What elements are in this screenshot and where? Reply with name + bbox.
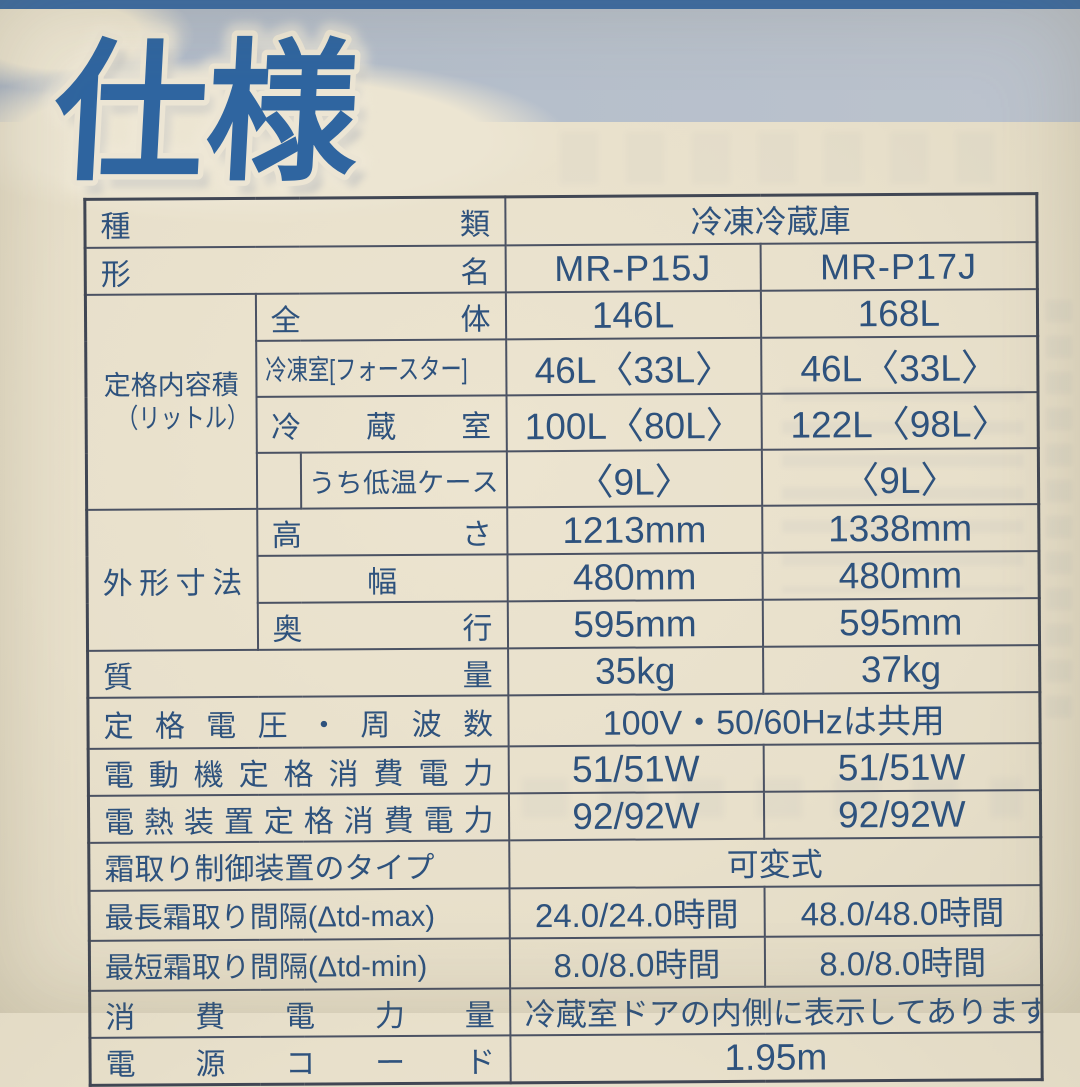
mass-label-cell: 質量 <box>87 648 508 698</box>
capacity-group-line1: 定格内容積 <box>103 370 239 401</box>
header-band <box>0 0 1080 250</box>
capacity-freezer-label-cell: 冷凍室[フォースター] <box>255 339 507 397</box>
mass-label: 質量 <box>103 658 493 695</box>
heater-power-value-2: 92/92W <box>763 790 1041 839</box>
heater-power-label-cell: 電熱装置定格消費電力 <box>88 793 509 843</box>
table-row-defrost-type: 霜取り制御装置のタイプ 可変式 <box>88 837 1042 891</box>
capacity-total-label: 全体 <box>270 302 491 338</box>
capacity-total-label-cell: 全体 <box>255 292 506 341</box>
table-row-voltage: 定格電圧・周波数 100V・50/60Hzは共用 <box>87 692 1041 749</box>
dim-height-label-cell: 高さ <box>256 507 508 556</box>
model-value-1: MR-P15J <box>505 243 761 293</box>
model-value-2: MR-P17J <box>760 242 1038 291</box>
defrost-min-label: 最短霜取り間隔(Δtd-min) <box>104 950 428 985</box>
capacity-total-value-2: 168L <box>760 289 1038 338</box>
kind-value: 冷凍冷蔵庫 <box>504 193 1038 246</box>
defrost-max-label: 最長霜取り間隔(Δtd-max) <box>104 900 436 935</box>
dim-width-label: 幅 <box>367 565 398 599</box>
heater-power-value-1: 92/92W <box>508 791 764 841</box>
capacity-fridge-label: 冷蔵室 <box>271 410 492 445</box>
energy-value: 冷蔵室ドアの内側に表示してあります <box>509 985 1042 1036</box>
page-title: 仕様 仕様 仕様 <box>28 6 398 216</box>
table-row-mass: 質量 35kg 37kg <box>87 645 1040 698</box>
dim-depth-value-2: 595mm <box>762 598 1040 647</box>
lowtemp-indent-cell <box>256 452 301 509</box>
table-row-kind: 種類 冷凍冷蔵庫 <box>84 193 1038 248</box>
energy-label: 消費電力量 <box>105 998 495 1035</box>
defrost-type-label-cell: 霜取り制御装置のタイプ <box>88 840 510 891</box>
capacity-fridge-label-cell: 冷蔵室 <box>256 395 507 453</box>
motor-power-value-1: 51/51W <box>508 744 764 794</box>
voltage-label: 定格電圧・周波数 <box>103 707 494 744</box>
table-row-cord: 電源コード 1.95m <box>89 1032 1043 1086</box>
dim-width-value-1: 480mm <box>507 552 763 602</box>
energy-label-cell: 消費電力量 <box>89 988 510 1038</box>
header-top-strip <box>0 0 1080 9</box>
motor-power-label-cell: 電動機定格消費電力 <box>88 746 509 796</box>
kind-label: 種類 <box>100 208 491 244</box>
motor-power-value-2: 51/51W <box>763 743 1041 792</box>
capacity-lowtemp-label: うち低温ケース <box>308 466 499 499</box>
page-title-shadow: 仕様 <box>59 41 373 211</box>
defrost-max-value-1: 24.0/24.0時間 <box>509 886 765 939</box>
dim-depth-label-cell: 奥行 <box>257 601 508 650</box>
cord-label-cell: 電源コード <box>89 1035 511 1086</box>
model-label: 形名 <box>100 255 491 292</box>
capacity-total-value-1: 146L <box>505 290 761 340</box>
dim-height-label: 高さ <box>271 517 492 553</box>
table-row-model: 形名 MR-P15J MR-P17J <box>85 242 1038 295</box>
cord-label: 電源コード <box>105 1045 496 1082</box>
ghost-text-smudge <box>1046 300 1072 720</box>
capacity-fridge-value-2: 122L〈98L〉 <box>761 392 1039 450</box>
dim-depth-value-1: 595mm <box>507 599 763 649</box>
dim-width-value-2: 480mm <box>762 551 1040 600</box>
capacity-freezer-label: 冷凍室[フォースター] <box>264 353 468 386</box>
capacity-lowtemp-label-cell: うち低温ケース <box>300 451 507 509</box>
model-label-cell: 形名 <box>85 245 506 295</box>
defrost-type-value: 可変式 <box>508 837 1042 889</box>
voltage-value: 100V・50/60Hzは共用 <box>507 692 1041 747</box>
capacity-freezer-value-1: 46L〈33L〉 <box>505 337 762 396</box>
kind-label-cell: 種類 <box>84 196 506 248</box>
spec-table: 種類 冷凍冷蔵庫 形名 MR-P15J MR-P17J 定格内容積 （リットル）… <box>83 192 1044 1087</box>
dim-height-value-2: 1338mm <box>761 504 1040 553</box>
capacity-fridge-value-1: 100L〈80L〉 <box>506 393 762 452</box>
table-row-defrost-max: 最長霜取り間隔(Δtd-max) 24.0/24.0時間 48.0/48.0時間 <box>89 885 1042 941</box>
dim-depth-label: 奥行 <box>272 611 493 647</box>
capacity-group-line2: （リットル） <box>116 402 250 434</box>
defrost-max-value-2: 48.0/48.0時間 <box>764 885 1042 937</box>
heater-power-label: 電熱装置定格消費電力 <box>104 803 494 840</box>
voltage-label-cell: 定格電圧・周波数 <box>87 695 509 749</box>
dimensions-group-cell: 外形寸法 <box>86 508 258 651</box>
band-wave-decoration-left <box>0 0 240 110</box>
mass-value-1: 35kg <box>507 646 763 696</box>
table-row-energy: 消費電力量 冷蔵室ドアの内側に表示してあります <box>89 985 1042 1038</box>
dim-width-label-cell: 幅 <box>256 554 508 603</box>
defrost-type-label: 霜取り制御装置のタイプ <box>104 851 435 887</box>
motor-power-label: 電動機定格消費電力 <box>103 756 494 793</box>
table-row-defrost-min: 最短霜取り間隔(Δtd-min) 8.0/8.0時間 8.0/8.0時間 <box>89 935 1042 991</box>
page-title-text: 仕様 <box>50 29 364 199</box>
mass-value-2: 37kg <box>762 645 1040 694</box>
defrost-max-label-cell: 最長霜取り間隔(Δtd-max) <box>89 888 510 941</box>
dimensions-group-label: 外形寸法 <box>102 566 243 601</box>
defrost-min-value-1: 8.0/8.0時間 <box>509 936 765 989</box>
capacity-lowtemp-value-1: 〈9L〉 <box>506 449 762 508</box>
capacity-freezer-value-2: 46L〈33L〉 <box>760 336 1039 394</box>
table-row-capacity-total: 定格内容積 （リットル） 全体 146L 168L <box>85 289 1038 510</box>
capacity-group-cell: 定格内容積 （リットル） <box>85 293 257 510</box>
capacity-lowtemp-value-2: 〈9L〉 <box>761 448 1039 506</box>
table-row-dim-height: 外形寸法 高さ 1213mm 1338mm <box>86 504 1040 651</box>
table-row-heater-power: 電熱装置定格消費電力 92/92W 92/92W <box>88 790 1041 843</box>
dim-height-value-1: 1213mm <box>506 505 763 555</box>
table-row-motor-power: 電動機定格消費電力 51/51W 51/51W <box>88 743 1041 796</box>
defrost-min-value-2: 8.0/8.0時間 <box>764 935 1042 987</box>
cord-value: 1.95m <box>509 1032 1043 1083</box>
page-title-glow: 仕様 <box>50 29 364 199</box>
defrost-min-label-cell: 最短霜取り間隔(Δtd-min) <box>89 938 510 991</box>
